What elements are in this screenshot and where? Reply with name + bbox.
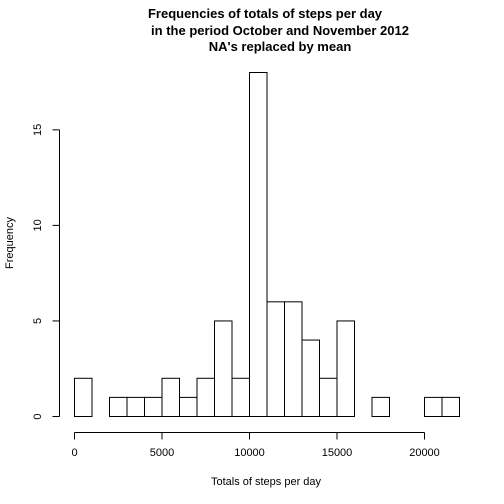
y-axis-label: Frequency (4, 217, 16, 269)
histogram-bar (249, 72, 268, 417)
histogram-bar (424, 396, 443, 417)
x-axis: 0 5000 10000 15000 20000 (71, 432, 440, 459)
y-tick-label: 5 (32, 318, 44, 324)
chart-title-line-1: Frequencies of totals of steps per day (148, 6, 383, 21)
x-tick-label: 15000 (322, 447, 353, 459)
histogram-bar (74, 377, 93, 417)
histogram-bar (126, 396, 145, 417)
histogram-bar (179, 396, 198, 417)
histogram-bar (144, 396, 163, 417)
x-tick-label: 20000 (409, 447, 440, 459)
histogram-bar (214, 320, 233, 418)
histogram-bar (301, 339, 320, 417)
x-axis-label: Totals of steps per day (211, 476, 322, 488)
histogram-bar (284, 301, 303, 418)
histogram-bar (266, 301, 285, 418)
chart-title: Frequencies of totals of steps per day i… (148, 6, 409, 54)
chart-title-line-3: NA's replaced by mean (209, 39, 352, 54)
y-tick-label: 15 (32, 124, 44, 136)
chart-title-line-2: in the period October and November 2012 (151, 23, 409, 38)
bars (74, 72, 460, 418)
y-tick-label: 10 (32, 219, 44, 231)
histogram-bar (319, 377, 338, 417)
histogram-bar (109, 396, 128, 417)
x-tick-label: 0 (71, 447, 77, 459)
x-tick-label: 5000 (150, 447, 174, 459)
histogram-bar (336, 320, 355, 418)
histogram-bar (196, 377, 215, 417)
histogram-bar (371, 396, 390, 417)
histogram-bar (441, 396, 460, 417)
histogram-bar (231, 377, 250, 417)
y-tick-label: 0 (32, 413, 44, 419)
y-axis: 0 5 10 15 (32, 124, 60, 420)
x-tick-label: 10000 (234, 447, 265, 459)
histogram-bar (161, 377, 180, 417)
